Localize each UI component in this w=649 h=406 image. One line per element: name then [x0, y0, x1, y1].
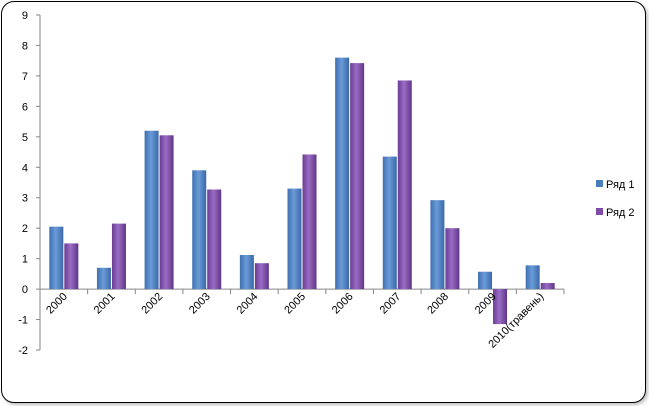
chart-legend: Ряд 1 Ряд 2 — [596, 179, 635, 219]
y-tick-label: 3 — [22, 193, 28, 205]
legend-swatch-2 — [596, 208, 603, 215]
y-tick-label: 8 — [22, 40, 28, 52]
bar-1-2005 — [287, 188, 302, 290]
x-tick-label: 2003 — [187, 291, 213, 317]
y-tick-label: 4 — [22, 162, 28, 174]
x-tick-label: 2002 — [139, 291, 165, 317]
x-tick-label: 2001 — [92, 291, 118, 317]
chart-bars — [49, 57, 555, 325]
bar-1-2009 — [478, 271, 493, 290]
y-tick-label: 1 — [22, 254, 28, 266]
x-tick-label: 2008 — [425, 291, 451, 317]
bar-1-2006 — [335, 57, 350, 290]
y-tick-label: 5 — [22, 132, 28, 144]
bar-2-2001 — [111, 223, 126, 290]
x-tick-label: 2006 — [330, 291, 356, 317]
bar-2-2006 — [350, 63, 365, 290]
bar-1-2000 — [49, 226, 64, 290]
y-tick-label: 7 — [22, 71, 28, 83]
bar-2-2000 — [64, 243, 79, 290]
bar-1-2007 — [382, 156, 397, 290]
chart-axes — [36, 14, 565, 351]
y-tick-label: -1 — [18, 315, 28, 327]
bar-2-2004 — [254, 263, 269, 290]
y-tick-label: 0 — [22, 284, 28, 296]
bar-1-2001 — [96, 267, 111, 290]
bar-2-2008 — [445, 228, 460, 290]
bar-1-2002 — [144, 130, 159, 290]
y-tick-label: 6 — [22, 101, 28, 113]
y-tick-label: -2 — [18, 345, 28, 357]
bar-2-2007 — [397, 80, 412, 290]
x-tick-label: 2004 — [235, 291, 261, 317]
x-tick-label: 2007 — [378, 291, 404, 317]
bar-1-2010(травень) — [525, 265, 540, 290]
x-tick-label: 2000 — [44, 291, 70, 317]
legend-label-1: Ряд 1 — [606, 179, 635, 191]
legend-label-2: Ряд 2 — [606, 207, 635, 219]
bar-2-2002 — [159, 135, 174, 290]
bar-2-2003 — [207, 189, 222, 290]
bar-1-2008 — [430, 200, 445, 290]
bar-1-2003 — [192, 170, 207, 290]
y-tick-label: 2 — [22, 223, 28, 235]
bar-1-2004 — [239, 254, 254, 290]
x-tick-label: 2005 — [282, 291, 308, 317]
bar-2-2005 — [302, 154, 317, 290]
y-tick-label: 9 — [22, 10, 28, 22]
bar-2-2010(травень) — [540, 283, 555, 290]
bar-2-2009 — [493, 289, 508, 325]
legend-swatch-1 — [596, 180, 603, 187]
chart-tick-labels: -2 -1 0 1 2 3 4 5 6 7 8 9 2000 2001 2002 2003 2004 2005 20… — [18, 10, 546, 357]
